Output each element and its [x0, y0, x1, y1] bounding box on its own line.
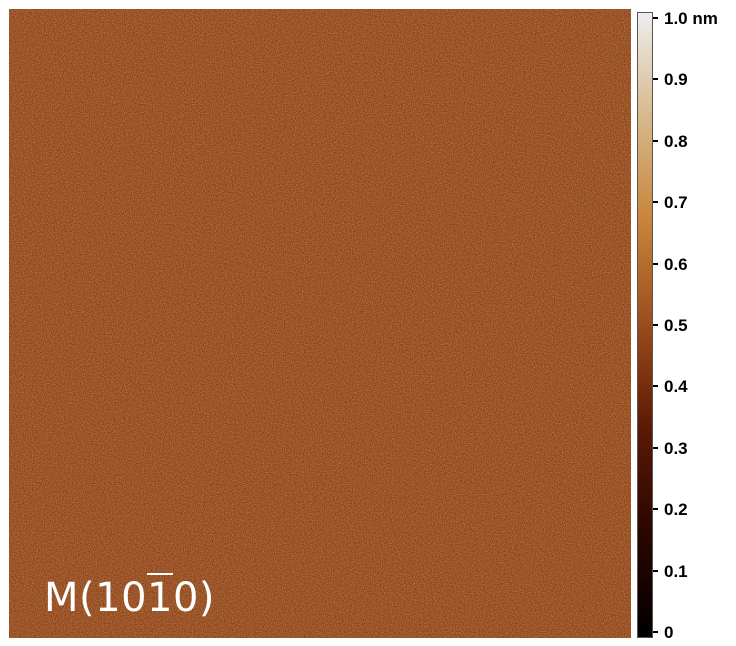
colorbar-tick-label: 0.4 [664, 377, 688, 397]
height-colorbar [637, 12, 653, 638]
colorbar-tick-label: 0.2 [664, 500, 688, 520]
colorbar-tick [653, 385, 658, 388]
colorbar-tick-label: 0.3 [664, 438, 688, 458]
sample-label-suffix: 0) [172, 575, 216, 621]
colorbar-tick-label: 0.1 [664, 561, 688, 581]
afm-light-grain [9, 9, 631, 638]
colorbar-tick [653, 569, 658, 572]
colorbar-tick [653, 446, 658, 449]
colorbar-tick-label: 0.7 [664, 193, 688, 213]
colorbar-tick [653, 139, 658, 142]
afm-height-image: M(1010) [9, 9, 631, 638]
afm-texture [9, 9, 631, 638]
colorbar-tick-label: 0 [664, 623, 674, 642]
colorbar-tick [653, 201, 658, 204]
colorbar-tick-label: 0.6 [664, 254, 688, 274]
sample-label: M(1010) [44, 578, 215, 618]
colorbar-tick-label: 0.9 [664, 70, 688, 90]
colorbar-tick [653, 78, 658, 81]
sample-label-overbar-digit: 1 [147, 575, 173, 621]
sample-label-prefix: M(10 [44, 575, 148, 621]
colorbar-tick-label: 1.0 nm [664, 9, 718, 28]
colorbar-tick [653, 631, 658, 633]
colorbar-tick [653, 508, 658, 511]
colorbar-tick [653, 262, 658, 265]
colorbar-tick-label: 0.8 [664, 131, 688, 151]
colorbar-tick [653, 17, 658, 19]
colorbar-tick-label: 0.5 [664, 316, 688, 335]
colorbar-tick [653, 324, 658, 326]
